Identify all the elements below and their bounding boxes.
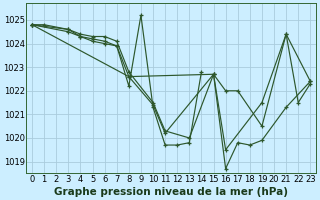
X-axis label: Graphe pression niveau de la mer (hPa): Graphe pression niveau de la mer (hPa) [54, 187, 288, 197]
